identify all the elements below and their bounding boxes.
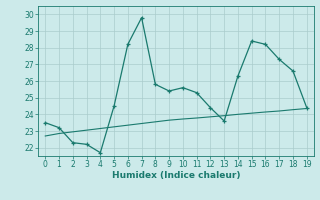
X-axis label: Humidex (Indice chaleur): Humidex (Indice chaleur) <box>112 171 240 180</box>
